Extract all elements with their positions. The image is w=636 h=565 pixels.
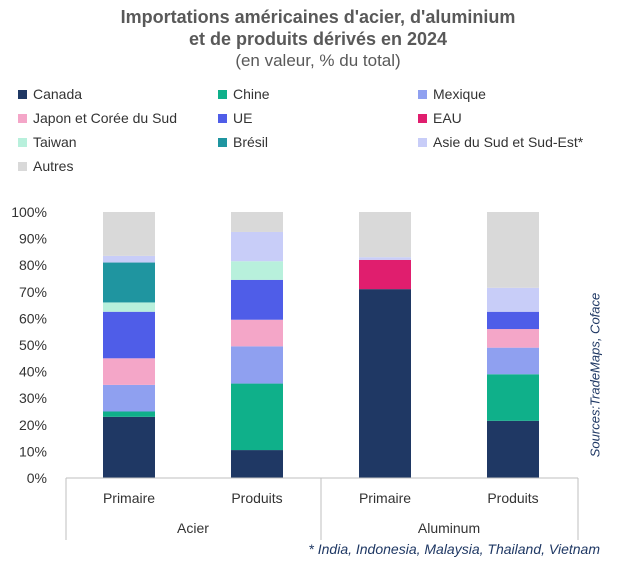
y-tick-label: 90% [19,231,47,247]
x-tick-label: Primaire [359,490,411,506]
bar-segment [359,212,411,258]
source-note: Sources:TradeMaps, Coface [585,280,605,470]
legend-label: Brésil [233,134,269,150]
y-tick-label: 0% [27,470,47,486]
legend-item: Canada [18,86,82,102]
bar-segment [487,212,539,288]
legend-item: Taiwan [18,134,77,150]
bar-segment [103,416,155,478]
bar-segment [359,259,411,290]
legend-swatch [18,137,27,147]
bar-segment [487,347,539,375]
legend-item: UE [218,110,252,126]
legend-item: Asie du Sud et Sud-Est* [418,134,583,150]
y-tick-label: 80% [19,257,47,273]
bar-segment [103,384,155,412]
source-text: Sources:TradeMaps, Coface [587,292,603,458]
bar-segment [103,311,155,359]
chart-title-line2: et de produits dérivés en 2024 [188,29,448,49]
y-tick-label: 30% [19,390,47,406]
bar-segment [231,279,283,320]
y-tick-label: 60% [19,310,47,326]
bar-segment [103,212,155,256]
bar-segment [487,420,539,478]
legend-item: Brésil [218,134,268,150]
legend-swatch [418,113,427,123]
legend-swatch [418,89,427,99]
legend-swatch [418,137,427,147]
legend-item: Mexique [418,86,486,102]
legend-item: Chine [218,86,270,102]
chart-title-line1: Importations américaines d'acier, d'alum… [120,7,516,27]
legend-swatch [18,89,27,99]
bar-segment [487,374,539,421]
legend-label: Mexique [433,86,486,102]
y-tick-label: 10% [19,443,47,459]
bar-segment [231,261,283,280]
legend-item: Autres [18,158,73,174]
legend-label: EAU [433,110,462,126]
bar-segment [231,319,283,347]
bar-segment [231,212,283,232]
bar-segment [231,450,283,478]
legend-label: Taiwan [33,134,77,150]
legend-label: Japon et Corée du Sud [33,110,177,126]
chart-title: Importations américaines d'acier, d'alum… [0,6,636,50]
y-tick-label: 100% [11,204,47,220]
legend-swatch [18,113,27,123]
y-tick-label: 50% [19,337,47,353]
bar-segment [487,287,539,312]
legend-label: Canada [33,86,83,102]
bar-segment [359,257,411,260]
legend-swatch [218,137,227,147]
legend-label: Asie du Sud et Sud-Est* [433,134,584,150]
bar-segment [359,289,411,478]
legend-swatch [218,113,227,123]
legend: Canada Chine Mexique Japon et Corée du Sud U… [0,0,636,200]
group-label: Acier [177,520,209,536]
legend-label: Autres [33,158,74,174]
legend-item: Japon et Corée du Sud [18,110,177,126]
legend-label: UE [233,110,253,126]
legend-swatch [18,161,27,171]
x-tick-label: Produits [487,490,538,506]
group-label: Aluminum [418,520,480,536]
bar-segment [487,311,539,330]
y-tick-label: 40% [19,364,47,380]
bar-segment [231,231,283,262]
x-tick-label: Primaire [103,490,155,506]
bar-segment [103,302,155,312]
legend-label: Chine [233,86,270,102]
bar-segment [103,262,155,303]
legend-item: EAU [418,110,462,126]
legend-swatch [218,89,227,99]
x-tick-label: Produits [231,490,282,506]
bar-segment [103,411,155,417]
bar-segment [231,346,283,384]
y-tick-label: 20% [19,417,47,433]
footnote: * India, Indonesia, Malaysia, Thailand, … [308,541,600,557]
bar-segment [231,383,283,451]
chart-subtitle: (en valeur, % du total) [235,51,401,70]
bar-segment [103,255,155,263]
bar-segment [487,329,539,348]
y-tick-label: 70% [19,284,47,300]
bar-segment [103,358,155,385]
